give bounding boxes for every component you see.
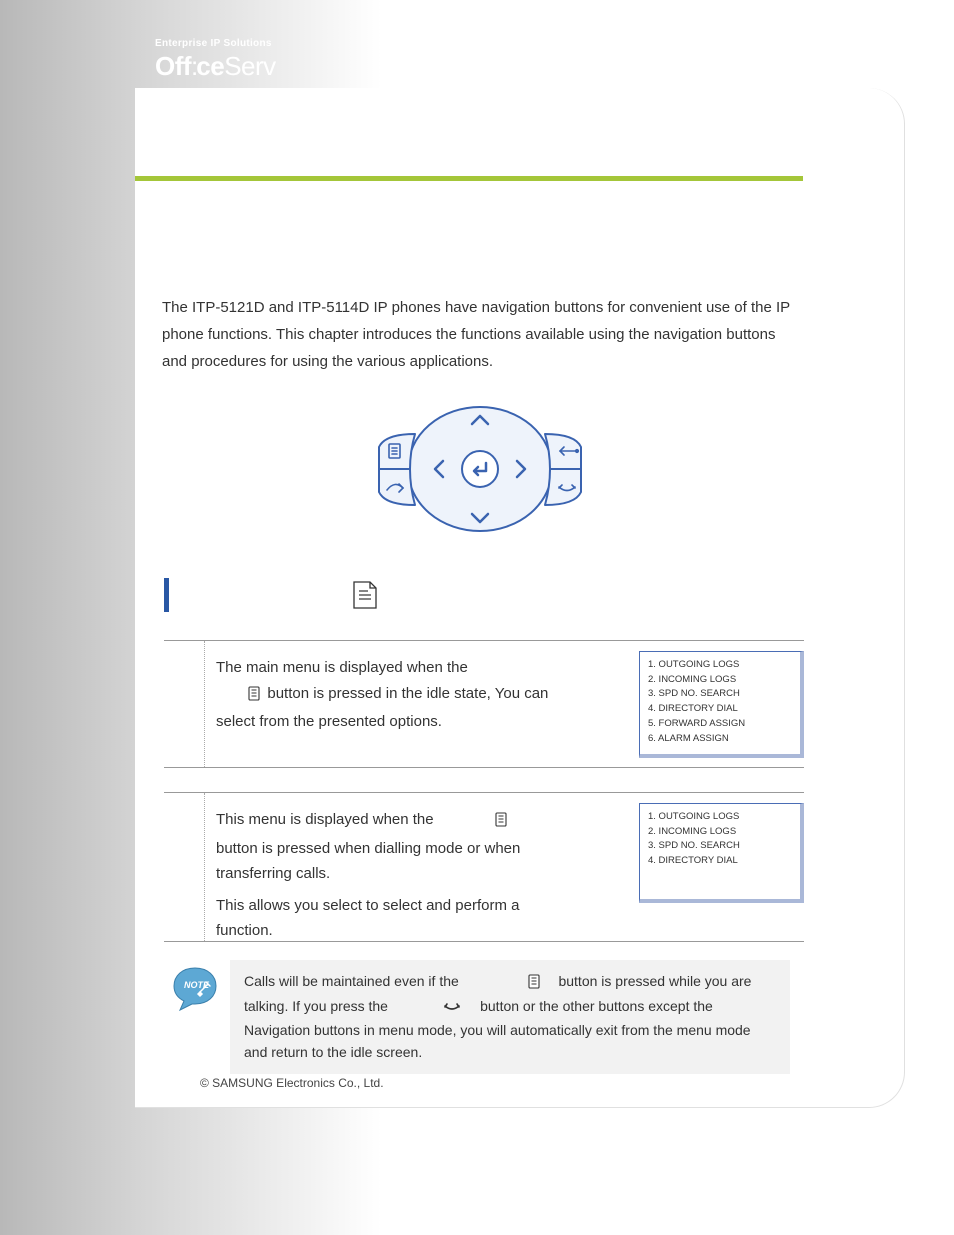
section1-body: The main menu is displayed when the butt… bbox=[164, 641, 804, 749]
section1-text-b: button is pressed in the idle state, You… bbox=[216, 685, 548, 731]
display-item: 3. SPD NO. SEARCH bbox=[648, 839, 792, 854]
display-item: 2. INCOMING LOGS bbox=[648, 825, 792, 840]
display-item: 4. DIRECTORY DIAL bbox=[648, 854, 792, 869]
menu-icon bbox=[495, 810, 507, 836]
intro-paragraph: The ITP-5121D and ITP-5114D IP phones ha… bbox=[162, 294, 802, 375]
display-item: 6. ALARM ASSIGN bbox=[648, 732, 792, 747]
note-box: Calls will be maintained even if the but… bbox=[230, 960, 790, 1074]
copyright-footer: © SAMSUNG Electronics Co., Ltd. bbox=[200, 1076, 384, 1090]
section2-text-b: button is pressed when dialling mode or … bbox=[216, 840, 520, 883]
section2-text-c: This allows you select to select and per… bbox=[216, 897, 519, 940]
display-item: 1. OUTGOING LOGS bbox=[648, 658, 792, 673]
display-item: 5. FORWARD ASSIGN bbox=[648, 717, 792, 732]
brand-header: Enterprise IP Solutions Off:ceServ bbox=[155, 38, 276, 82]
section-block-2: This menu is displayed when the button i… bbox=[164, 792, 804, 942]
end-call-icon bbox=[443, 996, 461, 1018]
menu-icon bbox=[528, 973, 540, 995]
menu-icon bbox=[248, 684, 260, 710]
display-item: 4. DIRECTORY DIAL bbox=[648, 702, 792, 717]
phone-display-2: 1. OUTGOING LOGS 2. INCOMING LOGS 3. SPD… bbox=[639, 803, 804, 903]
section2-body: This menu is displayed when the button i… bbox=[164, 793, 804, 958]
phone-display-1: 1. OUTGOING LOGS 2. INCOMING LOGS 3. SPD… bbox=[639, 651, 804, 758]
display-item: 1. OUTGOING LOGS bbox=[648, 810, 792, 825]
section-menu-icon bbox=[350, 578, 380, 617]
section-marker bbox=[164, 578, 169, 612]
note-text-a: Calls will be maintained even if the bbox=[244, 973, 459, 989]
section2-text-a: This menu is displayed when the bbox=[216, 811, 434, 828]
navigation-pad-illustration bbox=[355, 392, 605, 547]
brand-logo: Off:ceServ bbox=[155, 51, 276, 82]
section-block-1: The main menu is displayed when the butt… bbox=[164, 640, 804, 768]
accent-bar bbox=[135, 176, 803, 181]
section1-text-a: The main menu is displayed when the bbox=[216, 659, 468, 676]
display-item: 2. INCOMING LOGS bbox=[648, 673, 792, 688]
note-icon: NOTE bbox=[170, 964, 220, 1019]
brand-tagline: Enterprise IP Solutions bbox=[155, 38, 276, 49]
display-item: 3. SPD NO. SEARCH bbox=[648, 687, 792, 702]
